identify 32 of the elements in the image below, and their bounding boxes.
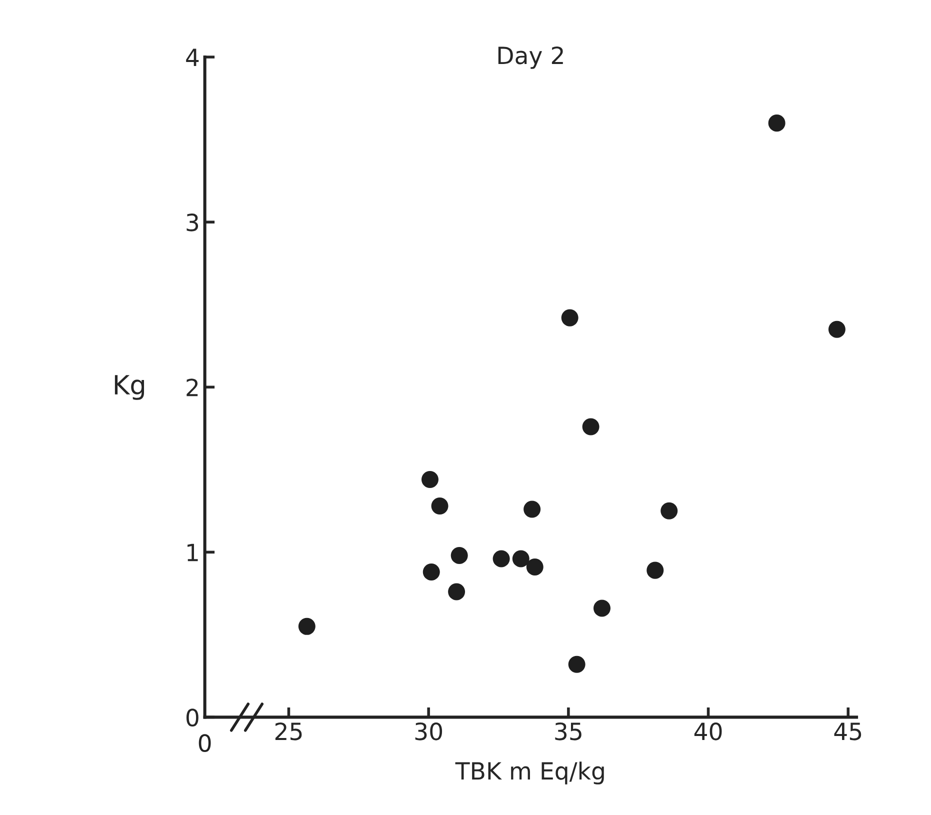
point: [492, 550, 510, 568]
point: [422, 563, 440, 580]
chart-title: Day 2: [498, 46, 563, 69]
point: [512, 550, 530, 568]
point: [828, 320, 846, 338]
x-tick-label: 30: [415, 722, 442, 740]
point: [646, 562, 664, 579]
point: [421, 471, 438, 488]
point: [582, 418, 600, 436]
y-tick-label: 4: [186, 48, 199, 66]
x-axis-title: TBK m Eq/kg: [455, 762, 604, 784]
y-tick-label: 1: [188, 544, 198, 562]
point: [561, 309, 578, 326]
x-tick-label: 25: [275, 722, 302, 740]
y-tick-label: 2: [186, 378, 198, 396]
point: [568, 656, 586, 673]
point: [448, 583, 466, 600]
point: [526, 558, 544, 576]
point: [768, 114, 786, 132]
point: [298, 618, 316, 635]
x-tick-label: 40: [694, 722, 722, 740]
y-axis-title: Kg: [114, 375, 144, 400]
text: 0: [198, 734, 211, 752]
point: [524, 500, 541, 518]
x-tick-label: 45: [834, 722, 862, 740]
x-tick-label: 35: [555, 722, 582, 740]
y-tick-label: 0: [186, 708, 198, 727]
point: [431, 497, 448, 514]
point: [660, 502, 678, 520]
point: [450, 546, 468, 564]
point: [593, 600, 610, 617]
y-tick-label: 3: [186, 214, 198, 232]
